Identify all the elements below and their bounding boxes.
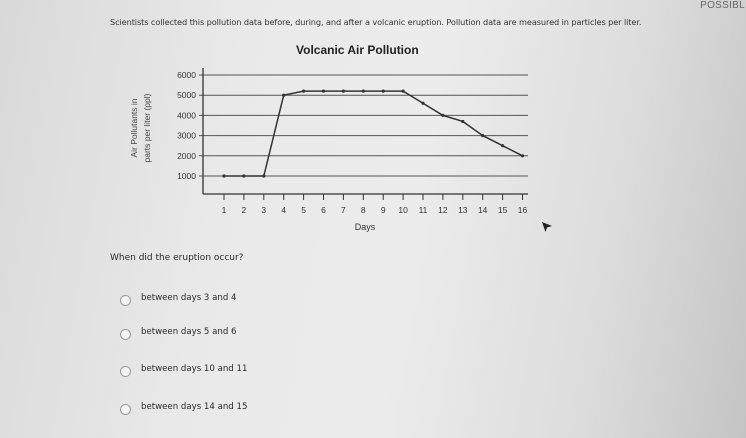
- y-axis-label-line2: parts per liter (ppl): [142, 93, 152, 162]
- y-tick-label: 6000: [177, 70, 196, 80]
- x-tick-label: 6: [321, 205, 326, 215]
- question-intro: Scientists collected this pollution data…: [110, 17, 642, 27]
- y-tick-label: 5000: [177, 90, 196, 100]
- x-tick-label: 8: [361, 205, 366, 215]
- data-point: [302, 89, 306, 93]
- x-tick-label: 9: [381, 205, 386, 215]
- answer-option-label: between days 14 and 15: [141, 401, 248, 412]
- data-point: [421, 101, 425, 105]
- radio-button[interactable]: [120, 295, 131, 306]
- answer-option-label: between days 5 and 6: [141, 326, 237, 337]
- data-point: [520, 154, 525, 158]
- y-tick-label: 4000: [177, 110, 196, 120]
- data-point: [361, 89, 365, 93]
- question-text: When did the eruption occur?: [110, 253, 244, 263]
- mouse-cursor-icon: [542, 222, 552, 232]
- data-point: [341, 89, 345, 93]
- data-point: [461, 119, 465, 124]
- answer-option-label: between days 3 and 4: [141, 292, 237, 303]
- chart-title: Volcanic Air Pollution: [296, 43, 419, 57]
- data-point: [262, 174, 266, 178]
- data-point: [381, 89, 385, 93]
- data-point: [282, 93, 286, 97]
- data-point: [242, 174, 246, 178]
- cutoff-header-text: POSSIBL: [700, 0, 745, 11]
- x-tick-label: 7: [341, 205, 346, 215]
- x-tick-label: 16: [518, 205, 528, 215]
- x-tick-label: 3: [261, 205, 266, 215]
- x-tick-label: 10: [398, 205, 408, 215]
- answer-option[interactable]: between days 3 and 4: [120, 289, 236, 306]
- data-point: [481, 134, 485, 138]
- y-tick-label: 3000: [177, 131, 196, 141]
- data-point: [441, 113, 445, 117]
- x-tick-label: 14: [478, 205, 488, 215]
- y-axis-label-line1: Air Pollutants in: [129, 98, 139, 157]
- answer-option[interactable]: between days 5 and 6: [120, 323, 236, 340]
- data-point: [321, 89, 326, 93]
- x-tick-label: 13: [458, 205, 468, 215]
- x-tick-label: 1: [222, 205, 227, 215]
- data-point: [401, 89, 405, 93]
- radio-button[interactable]: [120, 329, 131, 340]
- answer-option-label: between days 10 and 11: [141, 363, 248, 374]
- x-tick-label: 12: [438, 205, 448, 215]
- y-tick-label: 1000: [177, 171, 196, 181]
- x-axis-label: Days: [355, 222, 376, 232]
- answer-option[interactable]: between days 14 and 15: [120, 398, 247, 415]
- x-tick-label: 11: [419, 205, 428, 215]
- x-tick-label: 15: [498, 205, 508, 215]
- x-tick-label: 4: [281, 205, 286, 215]
- data-point: [501, 144, 505, 148]
- data-point: [222, 174, 226, 178]
- radio-button[interactable]: [120, 366, 131, 377]
- x-tick-label: 5: [301, 205, 306, 215]
- radio-button[interactable]: [120, 404, 131, 415]
- y-tick-label: 2000: [177, 151, 196, 161]
- x-tick-label: 2: [242, 205, 247, 215]
- series-line: [224, 90, 523, 177]
- answer-option[interactable]: between days 10 and 11: [120, 360, 247, 377]
